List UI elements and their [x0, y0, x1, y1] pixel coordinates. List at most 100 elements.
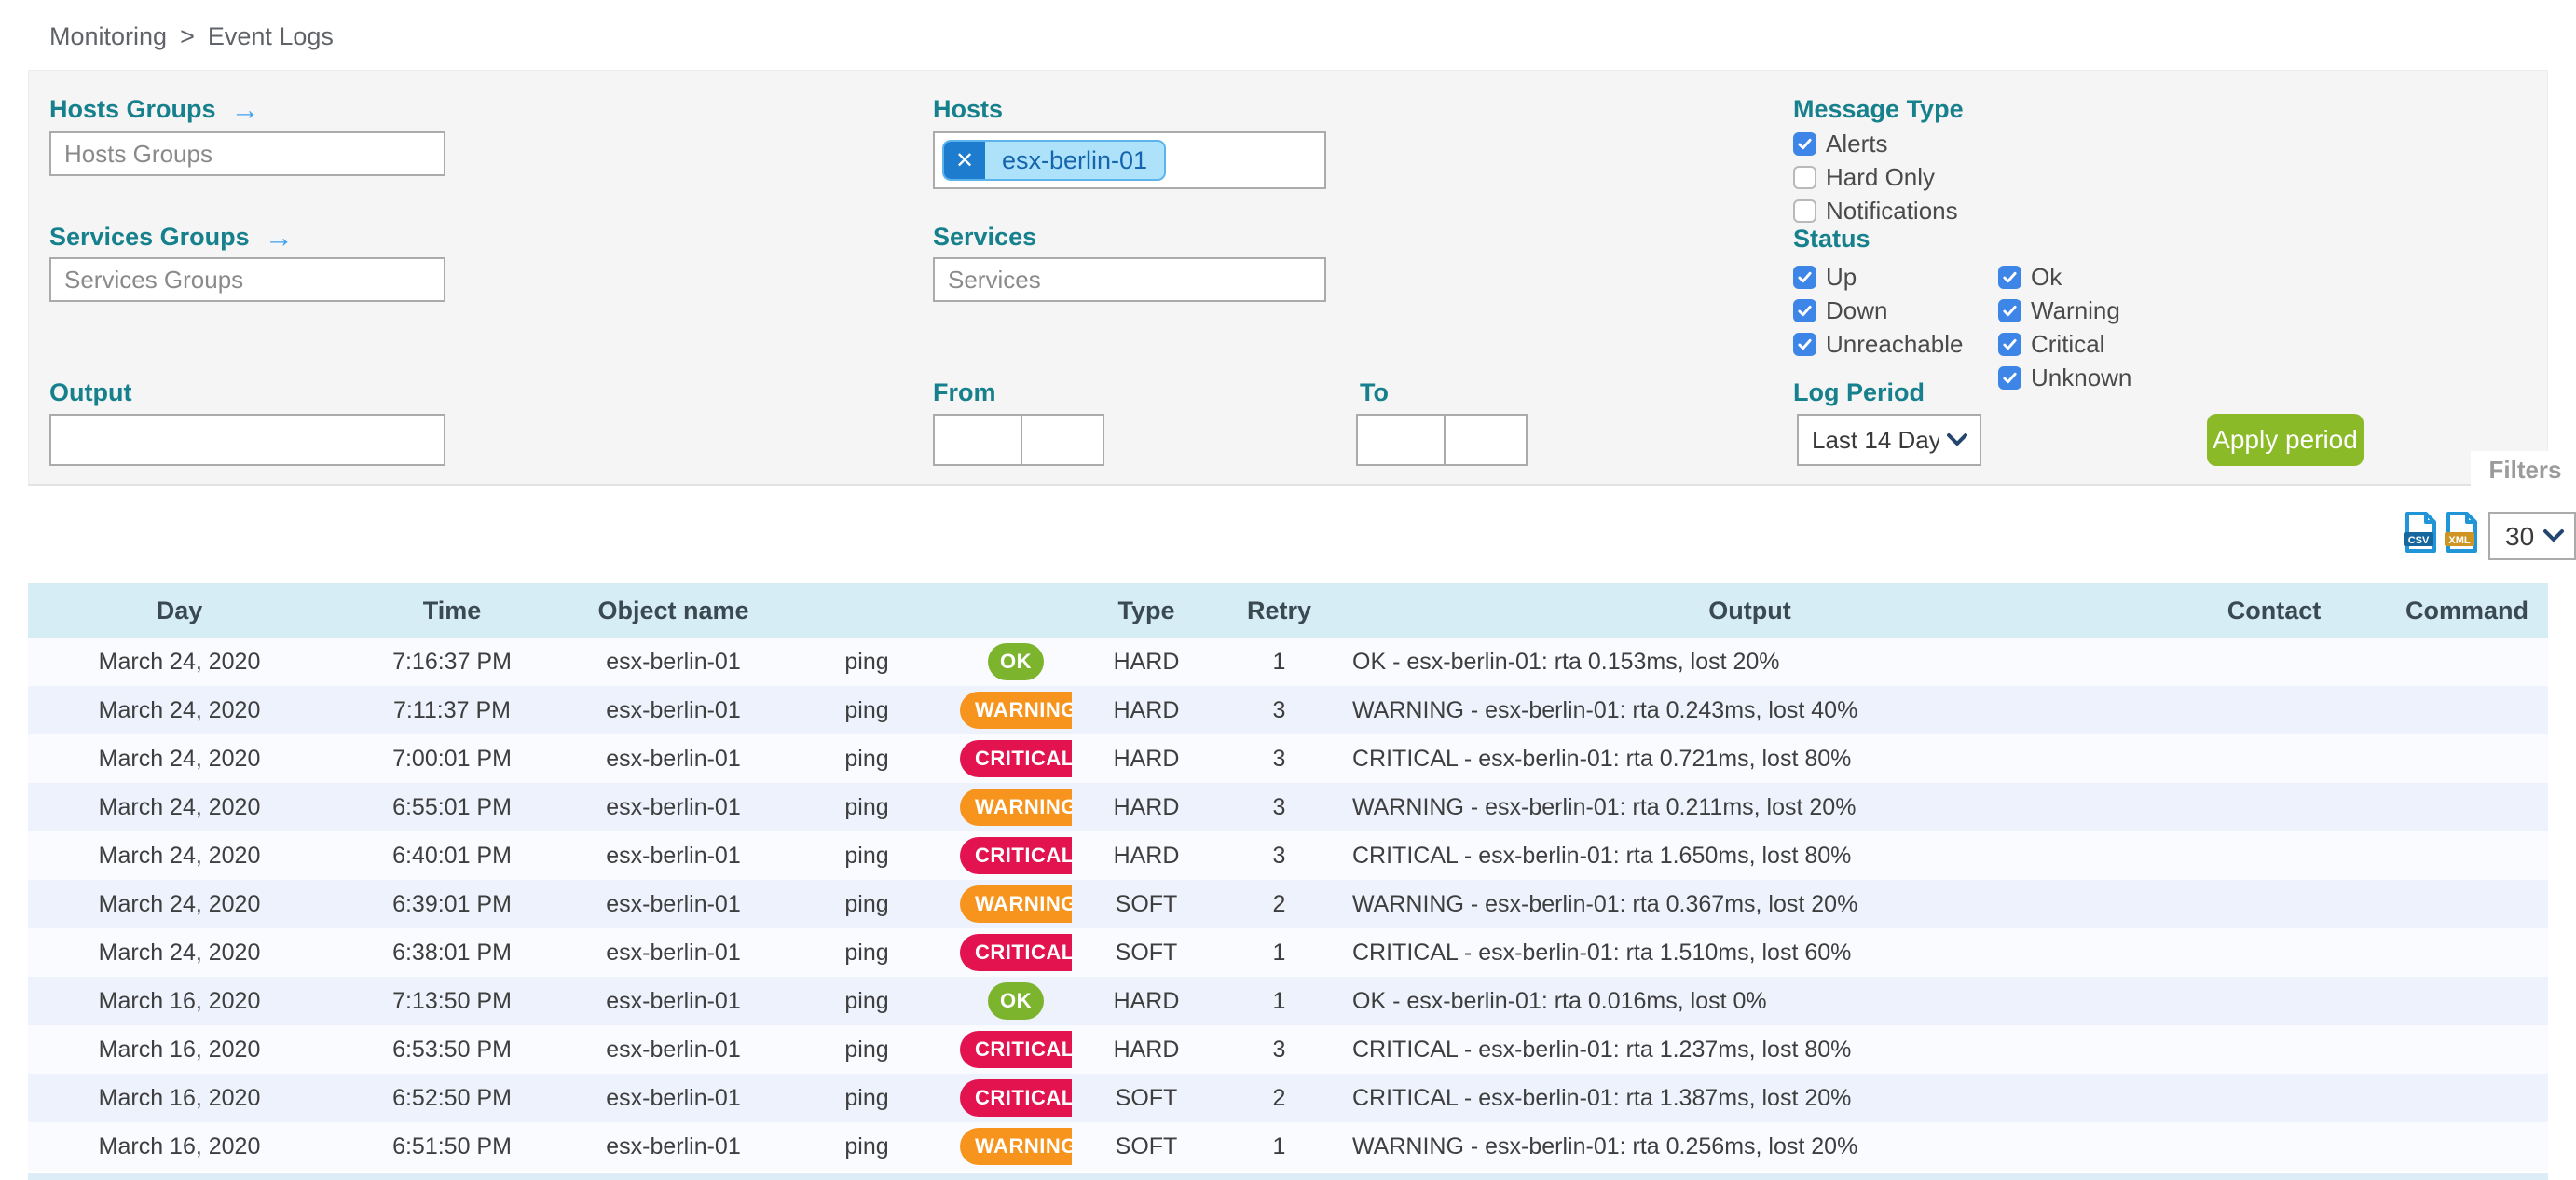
checkbox-warning[interactable]: Warning: [1998, 296, 2131, 324]
checkbox-checked-icon[interactable]: [1793, 299, 1816, 322]
hosts-input[interactable]: ✕ esx-berlin-01: [933, 131, 1326, 189]
cell-type: SOFT: [1115, 939, 1178, 966]
checkbox-hard-only[interactable]: Hard Only: [1793, 163, 1958, 191]
services-groups-label-row: Services Groups →: [49, 223, 294, 252]
from-time-input[interactable]: [1021, 414, 1104, 466]
services-groups-label: Services Groups: [49, 223, 250, 251]
cell-command: [2386, 977, 2548, 1025]
services-groups-input[interactable]: [49, 257, 445, 302]
cell-object-name: esx-berlin-01: [606, 939, 741, 966]
to-date-input[interactable]: [1356, 414, 1446, 466]
cell-retry: 1: [1272, 648, 1286, 675]
page-size-select[interactable]: 30: [2490, 514, 2574, 558]
status-badge: WARNING: [960, 885, 1072, 923]
table-row[interactable]: March 16, 2020 7:13:50 PM esx-berlin-01 pin…: [28, 977, 2548, 1025]
cell-contact: [2162, 686, 2386, 734]
cell-status: CRITICAL: [960, 1074, 1072, 1122]
output-input[interactable]: [49, 414, 445, 466]
breadcrumb-separator: >: [180, 22, 195, 50]
checkbox-unchecked-icon[interactable]: [1793, 199, 1816, 223]
table-row[interactable]: March 16, 2020 6:53:50 PM esx-berlin-01 pin…: [28, 1025, 2548, 1074]
to-time-input[interactable]: [1444, 414, 1528, 466]
checkbox-notifications[interactable]: Notifications: [1793, 197, 1958, 225]
table-row[interactable]: March 24, 2020 6:40:01 PM esx-berlin-01 pin…: [28, 831, 2548, 880]
checkbox-label: Critical: [2031, 330, 2105, 358]
cell-day: March 16, 2020: [98, 1084, 261, 1111]
services-groups-arrow-icon[interactable]: →: [264, 221, 294, 254]
cell-contact: [2162, 1025, 2386, 1074]
cell-contact: [2162, 783, 2386, 831]
cell-contact: [2162, 880, 2386, 928]
status-badge: OK: [988, 982, 1044, 1020]
cell-service: ping: [844, 745, 889, 772]
checkbox-alerts[interactable]: Alerts: [1793, 130, 1958, 158]
table-row[interactable]: March 24, 2020 6:55:01 PM esx-berlin-01 pin…: [28, 783, 2548, 831]
table-row[interactable]: March 24, 2020 6:39:01 PM esx-berlin-01 pin…: [28, 880, 2548, 928]
checkbox-checked-icon[interactable]: [1998, 299, 2021, 322]
checkbox-checked-icon[interactable]: [1998, 266, 2021, 289]
checkbox-unknown[interactable]: Unknown: [1998, 364, 2131, 391]
cell-service: ping: [844, 842, 889, 869]
table-row[interactable]: March 24, 2020 7:00:01 PM esx-berlin-01 pin…: [28, 734, 2548, 783]
breadcrumb-monitoring[interactable]: Monitoring: [49, 22, 168, 50]
table-row[interactable]: March 24, 2020 7:16:37 PM esx-berlin-01 pin…: [28, 638, 2548, 686]
cell-retry: 1: [1272, 987, 1286, 1014]
cell-time: 6:51:50 PM: [392, 1132, 512, 1159]
checkbox-checked-icon[interactable]: [1793, 132, 1816, 156]
cell-day: March 16, 2020: [98, 1132, 261, 1159]
cell-status: WARNING: [960, 880, 1072, 928]
cell-object-name: esx-berlin-01: [606, 842, 741, 869]
cell-output: WARNING - esx-berlin-01: rta 0.243ms, lo…: [1352, 696, 1858, 723]
checkbox-checked-icon[interactable]: [1793, 333, 1816, 356]
checkbox-label: Alerts: [1826, 130, 1888, 158]
table-row[interactable]: March 16, 2020 6:51:50 PM esx-berlin-01 pin…: [28, 1122, 2548, 1171]
cell-retry: 3: [1272, 745, 1286, 772]
table-row[interactable]: March 24, 2020 7:11:37 PM esx-berlin-01 pin…: [28, 686, 2548, 734]
cell-retry: 2: [1272, 890, 1286, 917]
svg-text:CSV: CSV: [2408, 535, 2430, 546]
checkbox-down[interactable]: Down: [1793, 296, 1963, 324]
cell-time: 7:16:37 PM: [392, 648, 512, 675]
checkbox-checked-icon[interactable]: [1998, 366, 2021, 390]
checkbox-checked-icon[interactable]: [1793, 266, 1816, 289]
cell-time: 6:40:01 PM: [392, 842, 512, 869]
checkbox-ok[interactable]: Ok: [1998, 263, 2131, 291]
checkbox-up[interactable]: Up: [1793, 263, 1963, 291]
filters-tab[interactable]: Filters: [2471, 451, 2576, 488]
cell-status: WARNING: [960, 1122, 1072, 1171]
cell-object-name: esx-berlin-01: [606, 1084, 741, 1111]
cell-command: [2386, 1074, 2548, 1122]
checkbox-unchecked-icon[interactable]: [1793, 166, 1816, 189]
services-input[interactable]: [933, 257, 1326, 302]
from-date-input[interactable]: [933, 414, 1022, 466]
cell-contact: [2162, 638, 2386, 686]
from-label: From: [933, 378, 996, 406]
column-header-empty: [774, 583, 960, 638]
status-badge: CRITICAL: [960, 1079, 1072, 1117]
cell-output: CRITICAL - esx-berlin-01: rta 1.510ms, l…: [1352, 939, 1852, 966]
table-row[interactable]: March 24, 2020 6:38:01 PM esx-berlin-01 pin…: [28, 928, 2548, 977]
cell-contact: [2162, 928, 2386, 977]
table-row[interactable]: March 16, 2020 6:52:50 PM esx-berlin-01 pin…: [28, 1074, 2548, 1122]
apply-period-button[interactable]: Apply period: [2207, 414, 2364, 466]
cell-output: CRITICAL - esx-berlin-01: rta 0.721ms, l…: [1352, 745, 1852, 772]
cell-service: ping: [844, 939, 889, 966]
xml-export-icon[interactable]: XML: [2444, 512, 2477, 553]
log-period-select[interactable]: Last 14 Days: [1799, 416, 1980, 464]
svg-text:XML: XML: [2448, 535, 2471, 546]
hosts-groups-arrow-icon[interactable]: →: [230, 93, 260, 126]
cell-type: HARD: [1113, 1036, 1180, 1063]
cell-retry: 1: [1272, 1132, 1286, 1159]
page-size-select-wrap: 30: [2488, 512, 2576, 560]
cell-day: March 24, 2020: [98, 890, 261, 917]
cell-type: HARD: [1113, 745, 1180, 772]
checkbox-critical[interactable]: Critical: [1998, 330, 2131, 358]
hosts-groups-input[interactable]: [49, 131, 445, 176]
status-badge: CRITICAL: [960, 934, 1072, 971]
remove-host-chip-icon[interactable]: ✕: [944, 142, 985, 179]
cell-retry: 3: [1272, 1036, 1286, 1063]
csv-export-icon[interactable]: CSV: [2403, 512, 2436, 553]
breadcrumb-event-logs[interactable]: Event Logs: [207, 22, 334, 50]
checkbox-checked-icon[interactable]: [1998, 333, 2021, 356]
checkbox-unreachable[interactable]: Unreachable: [1793, 330, 1963, 358]
